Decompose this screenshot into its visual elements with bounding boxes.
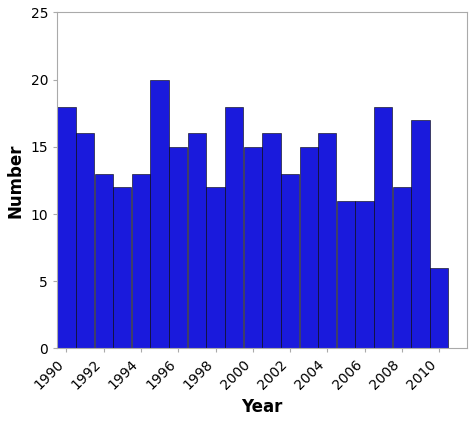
Bar: [76, 133, 94, 349]
Bar: [151, 80, 169, 349]
Bar: [113, 187, 131, 349]
Bar: [225, 107, 243, 349]
Bar: [57, 107, 75, 349]
Bar: [374, 107, 392, 349]
Bar: [281, 174, 299, 349]
Bar: [188, 133, 206, 349]
X-axis label: Year: Year: [241, 398, 283, 416]
Bar: [300, 147, 318, 349]
Bar: [411, 120, 429, 349]
Bar: [262, 133, 281, 349]
Bar: [132, 174, 150, 349]
Bar: [206, 187, 225, 349]
Bar: [318, 133, 337, 349]
Bar: [356, 201, 374, 349]
Bar: [169, 147, 187, 349]
Bar: [337, 201, 355, 349]
Bar: [393, 187, 411, 349]
Bar: [244, 147, 262, 349]
Bar: [95, 174, 113, 349]
Y-axis label: Number: Number: [7, 143, 25, 218]
Bar: [430, 268, 448, 349]
